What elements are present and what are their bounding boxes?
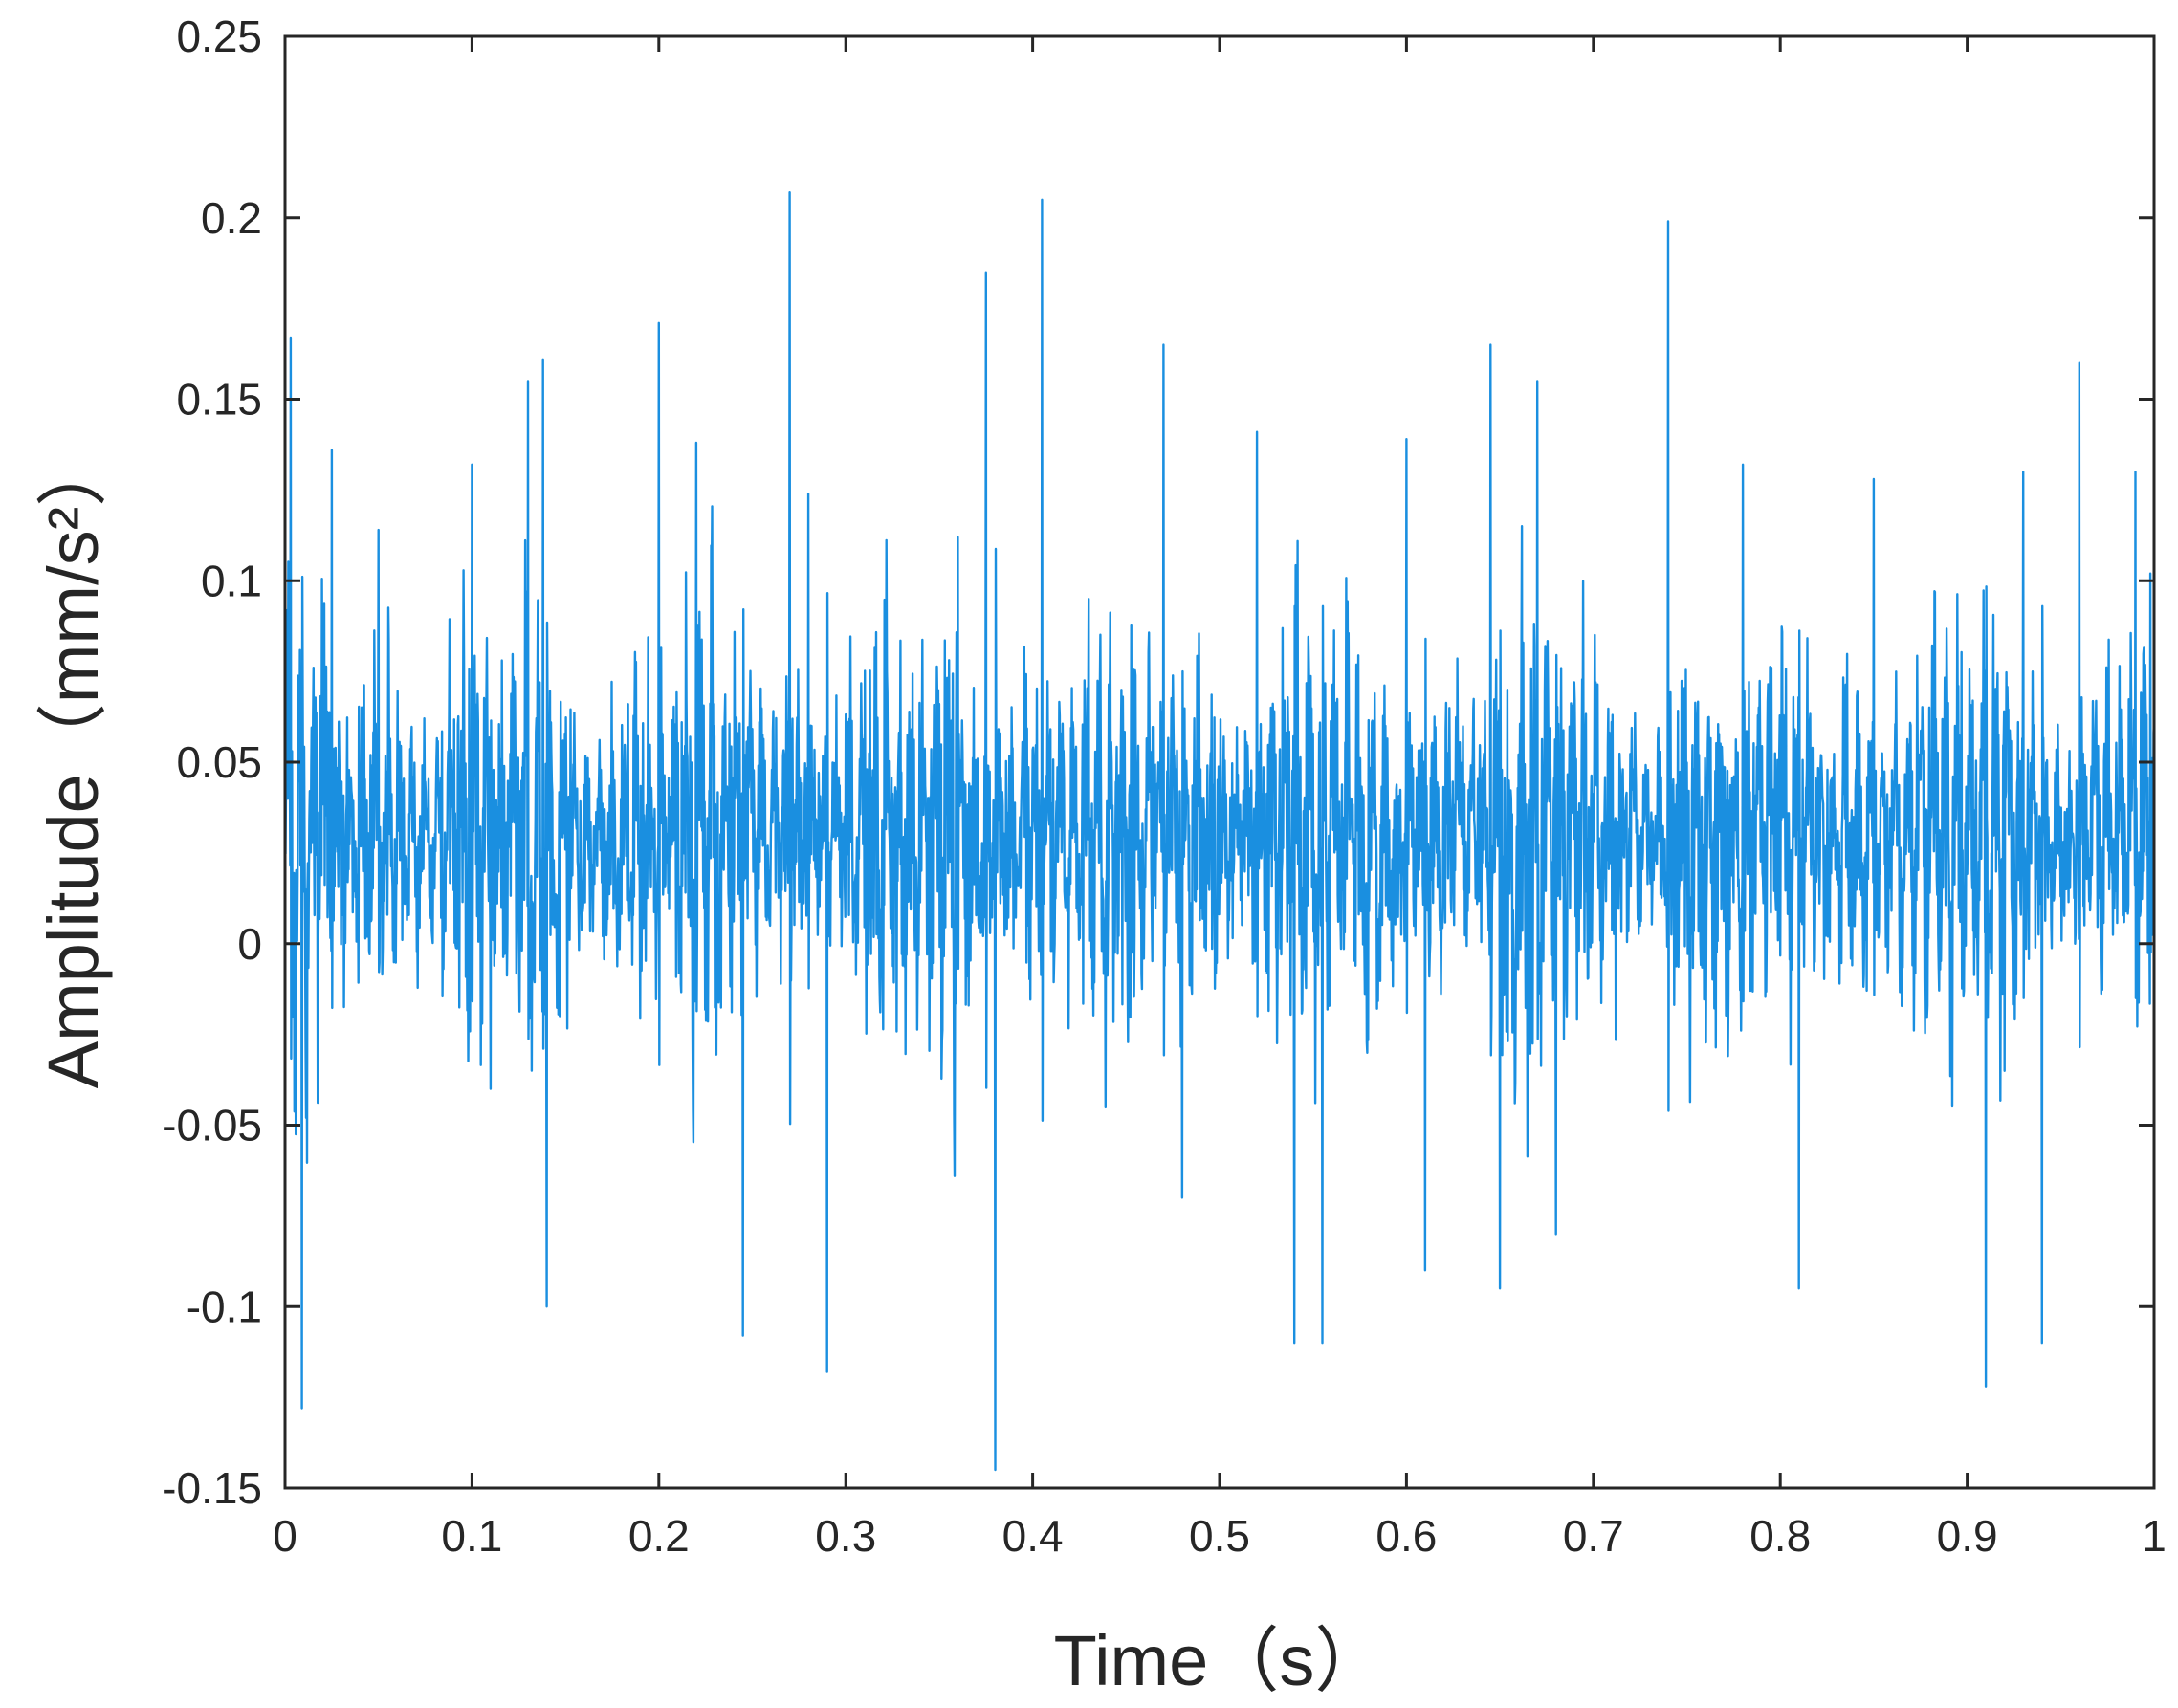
y-tick-label: 0.2 <box>201 193 262 243</box>
signal-series <box>283 191 2156 1472</box>
x-tick-label: 0 <box>273 1511 297 1561</box>
x-tick-label: 0.3 <box>815 1511 876 1561</box>
y-axis-ticks: -0.15 -0.1 -0.05 0 0.05 0.1 0.15 0.2 0.25 <box>162 11 2154 1513</box>
x-axis-label: Time（s） <box>1054 1621 1386 1700</box>
x-tick-label: 0.9 <box>1937 1511 1998 1561</box>
y-tick-label: 0 <box>237 919 262 969</box>
y-tick-label: 0.05 <box>176 737 262 787</box>
x-tick-label: 0.5 <box>1189 1511 1250 1561</box>
x-tick-label: 0.1 <box>441 1511 502 1561</box>
x-tick-label: 0.2 <box>628 1511 690 1561</box>
y-tick-label: 0.15 <box>176 375 262 425</box>
x-tick-label: 0.7 <box>1563 1511 1624 1561</box>
y-tick-label: -0.05 <box>162 1101 262 1150</box>
x-axis-ticks: 0 0.1 0.2 0.3 0.4 0.5 0.6 0.7 0.8 0.9 1 <box>273 36 2167 1561</box>
y-tick-label: -0.1 <box>187 1281 262 1331</box>
plot-area <box>283 34 2156 1490</box>
x-tick-label: 0.6 <box>1375 1511 1437 1561</box>
y-tick-label: 0.25 <box>176 11 262 61</box>
y-tick-label: 0.1 <box>201 556 262 605</box>
signal-line <box>283 191 2156 1472</box>
x-tick-label: 1 <box>2142 1511 2167 1561</box>
x-tick-label: 0.8 <box>1749 1511 1811 1561</box>
y-tick-label: -0.15 <box>162 1463 262 1513</box>
y-axis-label: Amplitude（mm/s²） <box>33 436 113 1089</box>
x-tick-label: 0.4 <box>1002 1511 1064 1561</box>
